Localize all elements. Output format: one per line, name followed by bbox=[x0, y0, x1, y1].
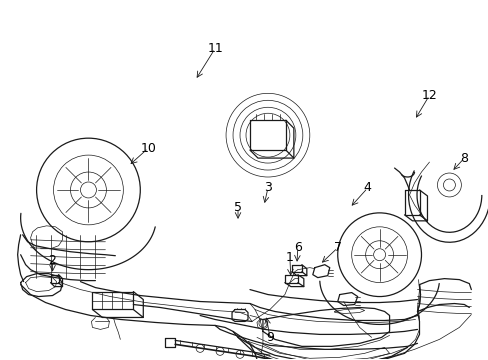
Text: 10: 10 bbox=[140, 141, 156, 155]
Text: 1: 1 bbox=[285, 251, 293, 264]
Text: 5: 5 bbox=[234, 201, 242, 215]
Text: 3: 3 bbox=[264, 181, 271, 194]
Text: 11: 11 bbox=[207, 42, 223, 55]
Text: 7: 7 bbox=[333, 241, 341, 254]
Text: 6: 6 bbox=[293, 241, 301, 254]
Text: 8: 8 bbox=[459, 152, 468, 165]
Text: 2: 2 bbox=[48, 254, 57, 267]
Text: 4: 4 bbox=[363, 181, 371, 194]
Text: 9: 9 bbox=[265, 331, 273, 344]
Text: 12: 12 bbox=[421, 89, 436, 102]
